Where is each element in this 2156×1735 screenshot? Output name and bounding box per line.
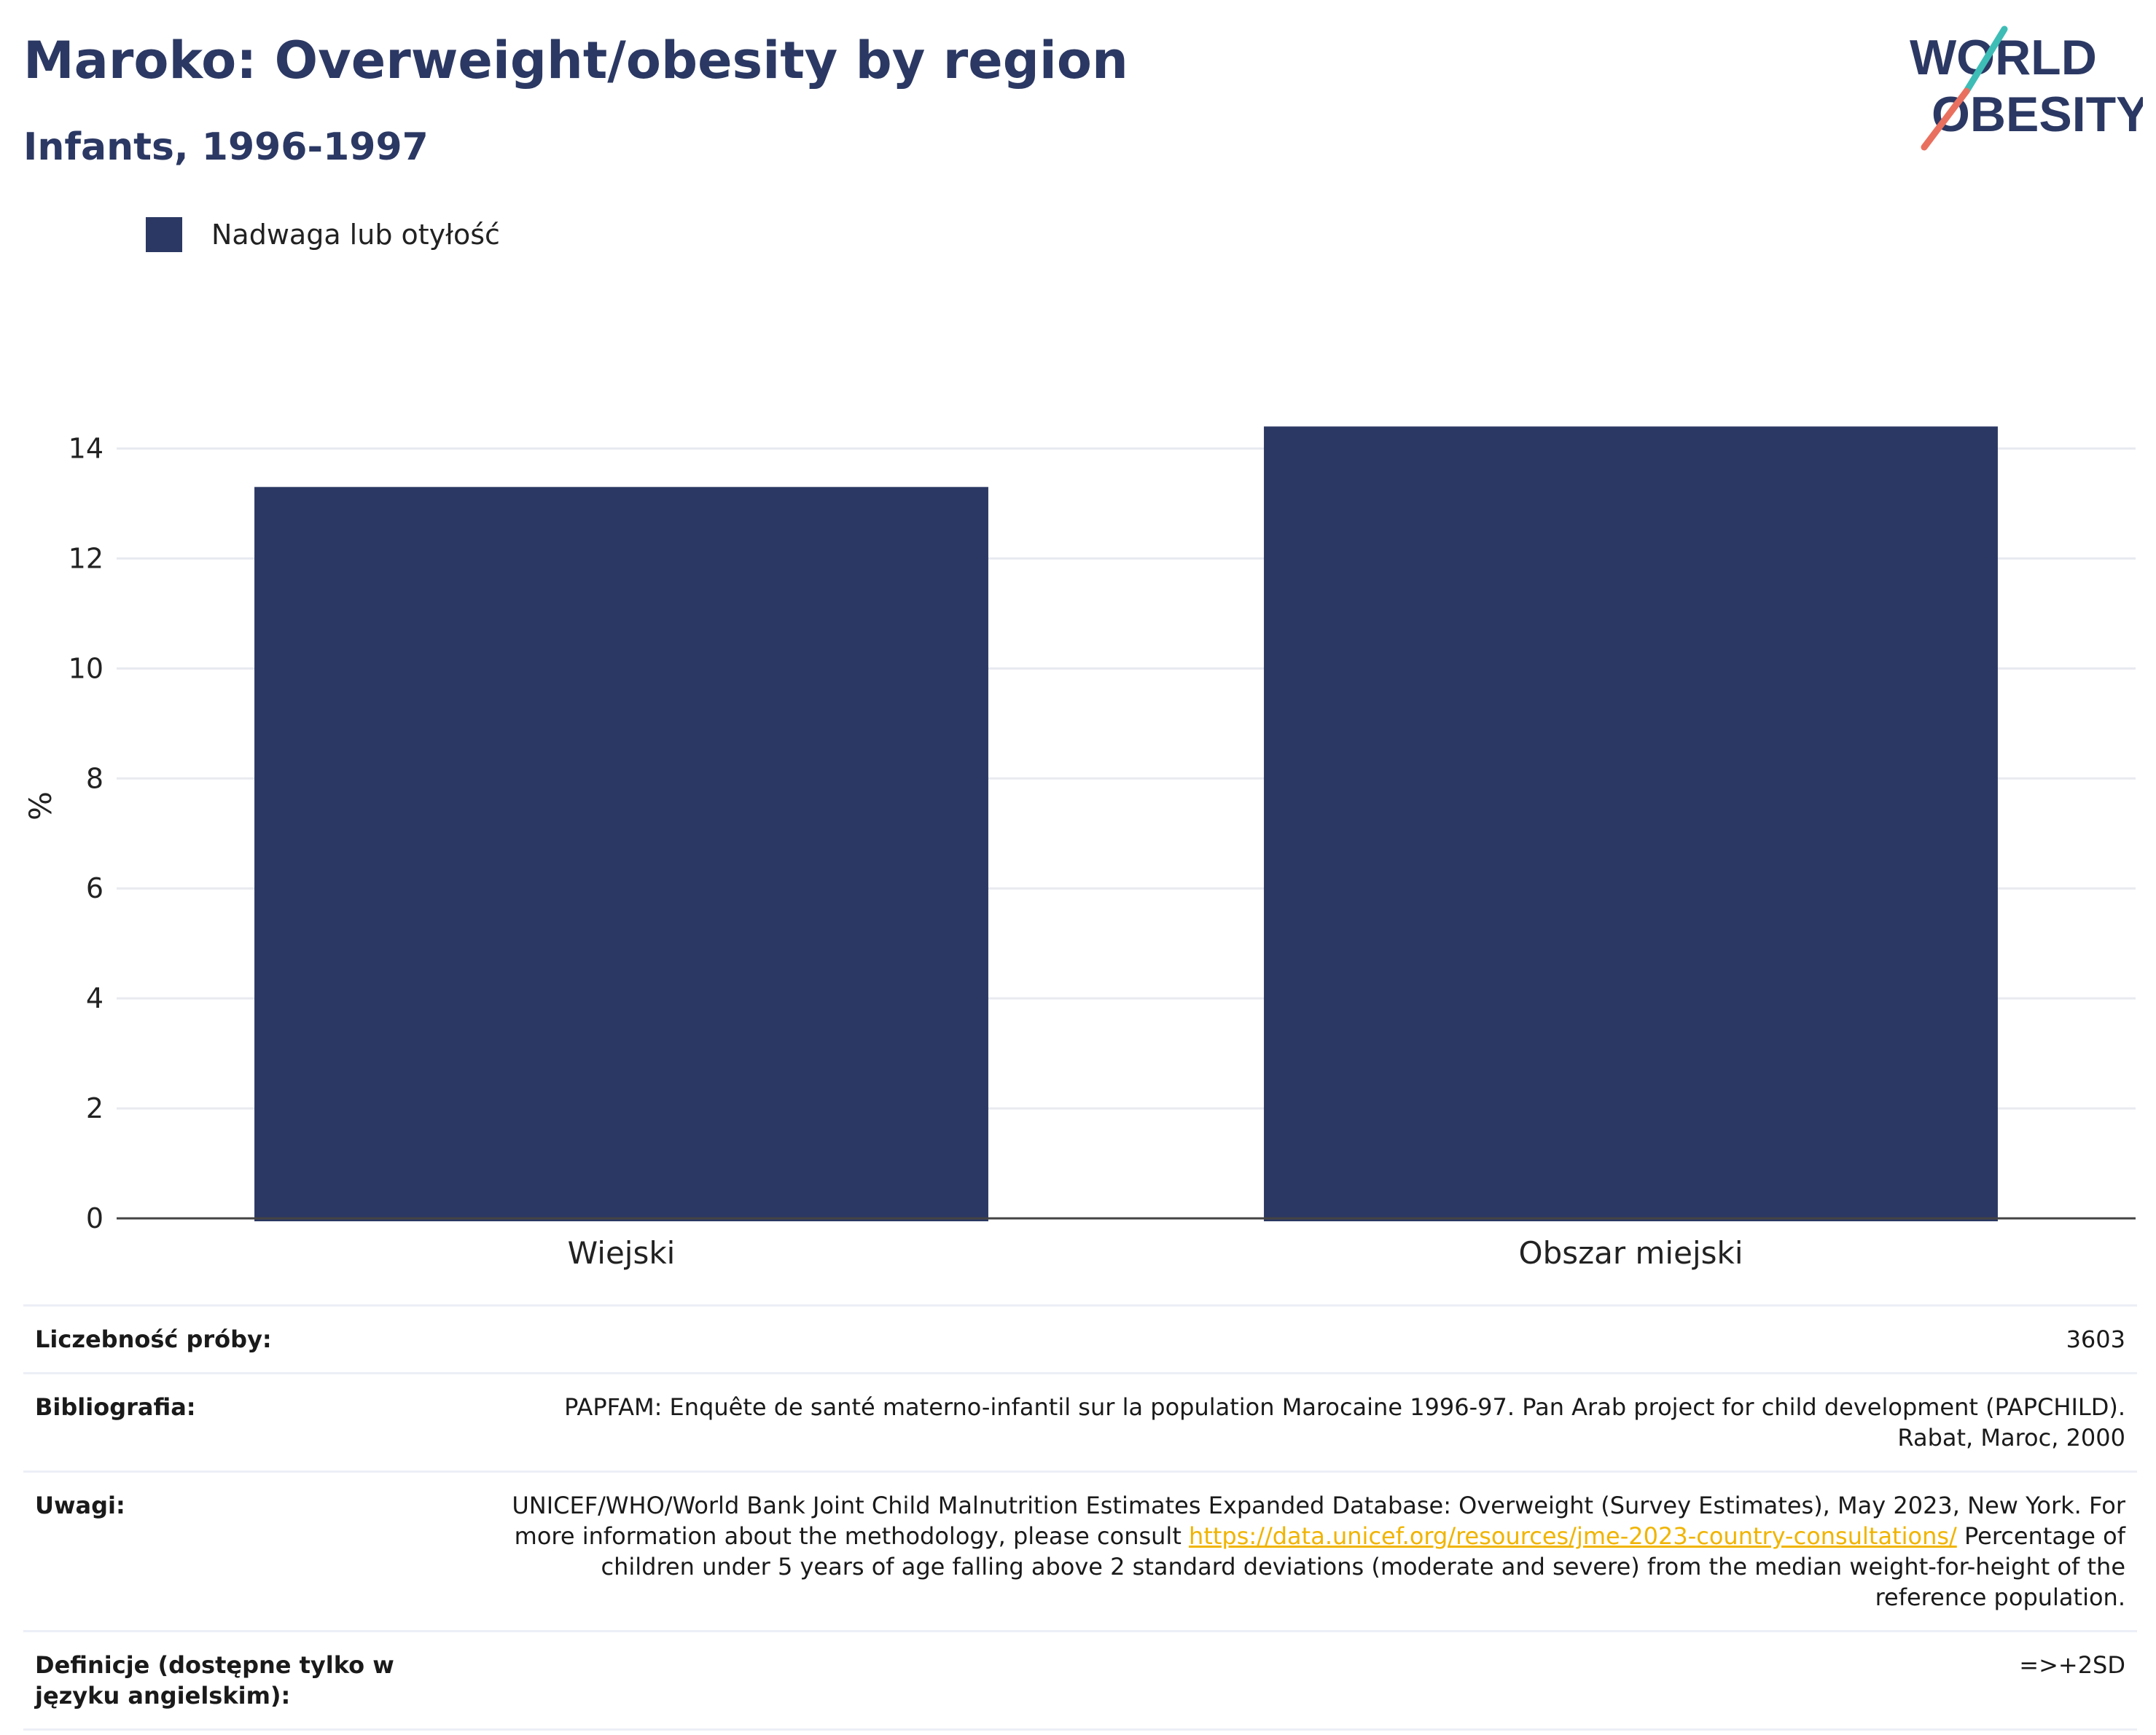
y-tick-label: 12 [69, 542, 103, 574]
bibliography-label: Bibliografia: [35, 1393, 196, 1421]
notes-text-1: UNICEF/WHO/World Bank Joint Child Malnut… [512, 1492, 2125, 1550]
info-row-bibliography: Bibliografia: PAPFAM: Enquête de santé m… [23, 1372, 2137, 1470]
legend: Nadwaga lub otyłość [146, 217, 500, 252]
info-row-sample-size: Liczebność próby: 3603 [23, 1304, 2137, 1372]
y-tick-label: 8 [86, 762, 103, 794]
notes-value: UNICEF/WHO/World Bank Joint Child Malnut… [487, 1490, 2125, 1613]
definitions-label: Definicje (dostępne tylko w języku angie… [35, 1651, 394, 1709]
bar-chart: 0 2 4 6 8 10 12 14% Wiejski Obszar miejski [23, 426, 2136, 1271]
world-obesity-logo: WORLD OBESITY [1910, 26, 2143, 151]
chart-subtitle: Infants, 1996-1997 [23, 125, 429, 169]
y-tick-label: 6 [86, 872, 103, 904]
info-row-notes: Uwagi: UNICEF/WHO/World Bank Joint Child… [23, 1470, 2137, 1630]
sample-size-label: Liczebność próby: [35, 1325, 272, 1353]
y-tick-label: 0 [86, 1202, 103, 1234]
y-axis-label: % [23, 791, 58, 820]
y-tick-label: 10 [69, 652, 103, 684]
notes-text-2: Percentage of children under 5 years of … [601, 1522, 2126, 1611]
bibliography-value: PAPFAM: Enquête de santé materno-infanti… [564, 1393, 2125, 1452]
x-tick-label: Wiejski [568, 1235, 676, 1271]
definitions-value: =>+2SD [2019, 1651, 2125, 1679]
y-tick-label: 2 [86, 1092, 103, 1124]
bar [254, 487, 988, 1221]
info-row-definitions: Definicje (dostępne tylko w języku angie… [23, 1630, 2137, 1731]
svg-text:WORLD: WORLD [1910, 30, 2097, 85]
legend-label: Nadwaga lub otyłość [211, 219, 500, 251]
legend-swatch [146, 217, 182, 252]
x-tick-label: Obszar miejski [1519, 1235, 1743, 1271]
notes-link[interactable]: https://data.unicef.org/resources/jme-20… [1189, 1522, 1957, 1550]
info-table: Liczebność próby: 3603 Bibliografia: PAP… [23, 1304, 2137, 1731]
chart-title: Maroko: Overweight/obesity by region [23, 31, 1128, 90]
sample-size-value: 3603 [2066, 1325, 2125, 1353]
y-tick-label: 4 [86, 982, 103, 1014]
notes-label: Uwagi: [35, 1492, 125, 1519]
bar [1264, 426, 1998, 1221]
y-tick-label: 14 [69, 432, 103, 464]
